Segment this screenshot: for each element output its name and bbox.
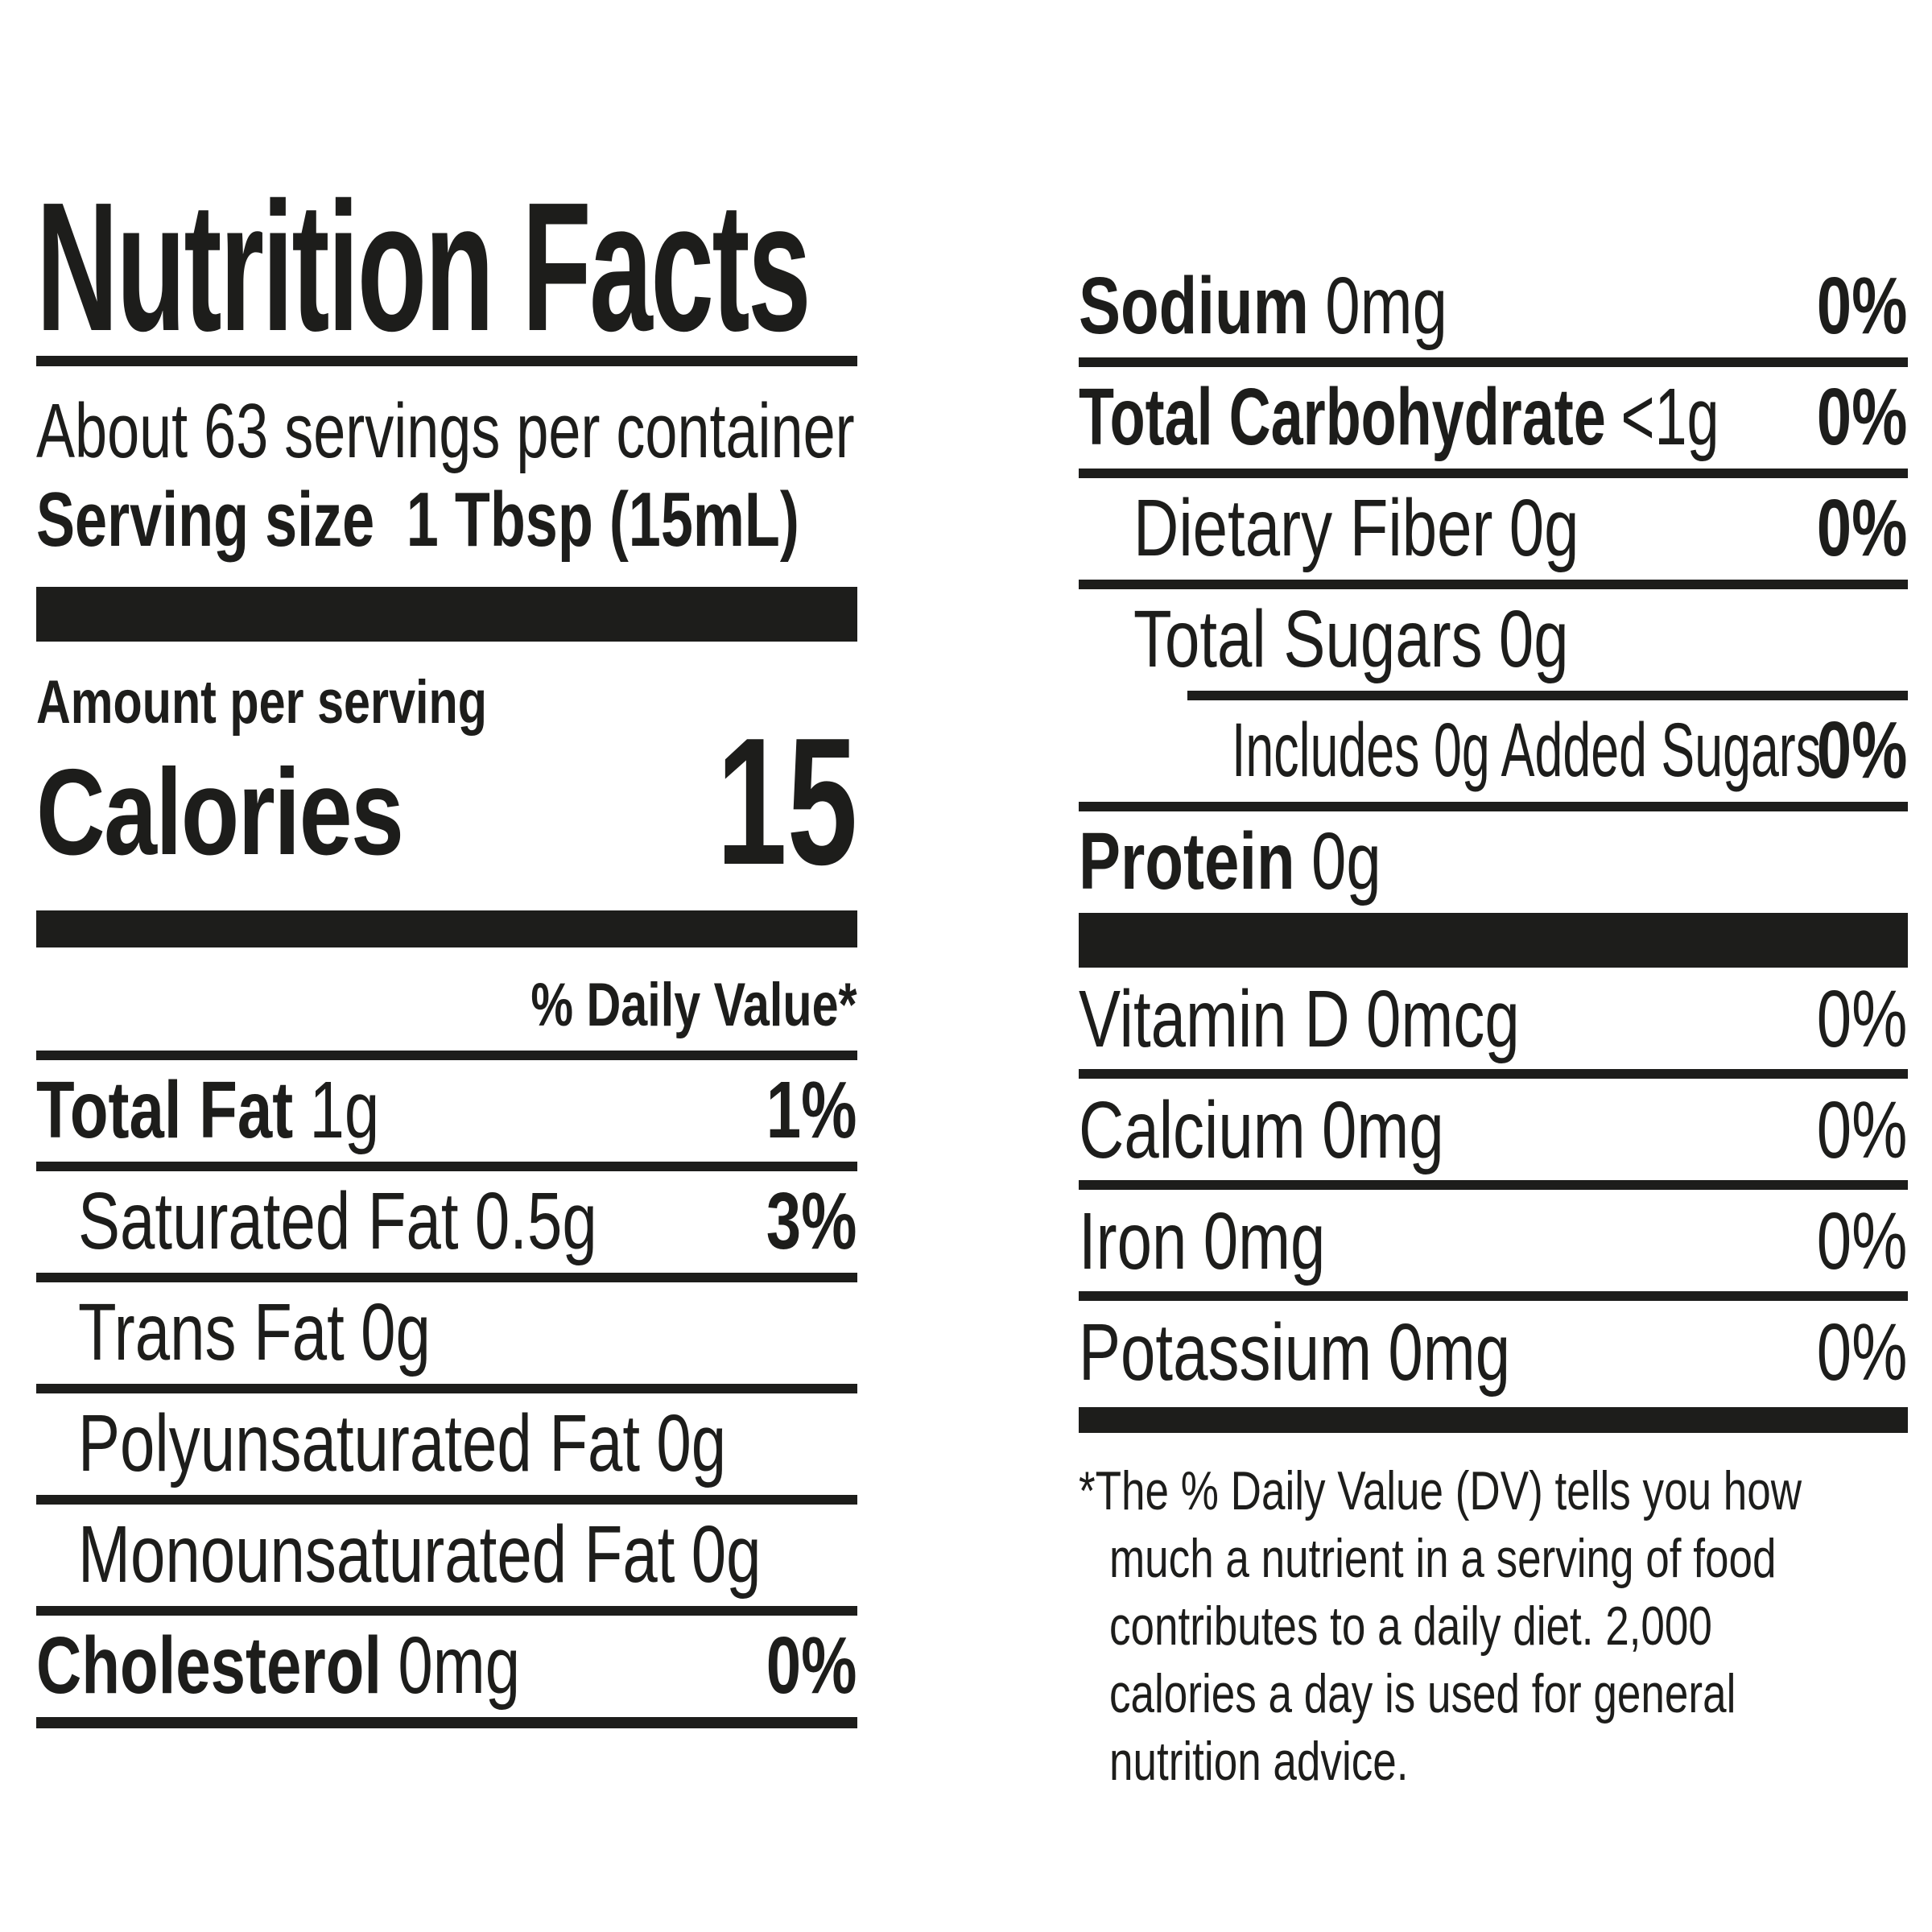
amount-per-serving: Amount per serving (36, 668, 487, 737)
daily-value-percent: 3% (766, 1176, 857, 1266)
daily-value-percent: 0% (766, 1620, 857, 1711)
daily-value-percent: 0% (1817, 261, 1908, 351)
daily-value-percent: 0% (1817, 1085, 1908, 1175)
footnote-line: *The % Daily Value (DV) tells you how (1079, 1460, 1802, 1521)
serving-size-value: 1 Tbsp (15mL) (406, 477, 799, 563)
divider (1079, 469, 1908, 478)
daily-value-percent: 0% (1817, 705, 1908, 795)
vitamin-row-iron: Iron 0mg 0% (1079, 1196, 1908, 1286)
left-column-bottom-rule (36, 1717, 857, 1728)
thick-separator-bar (1079, 913, 1908, 968)
daily-value-percent: 1% (766, 1065, 857, 1155)
label-title: Nutrition Facts (36, 165, 811, 369)
daily-value-percent: 0% (1817, 974, 1908, 1064)
nutrient-row-dietary-fiber: Dietary Fiber 0g 0% (1133, 483, 1908, 573)
daily-value-percent: 0% (1817, 483, 1908, 573)
label-right-column: Sodium 0mg 0% Total Carbohydrate <1g 0% Di… (1079, 256, 1908, 1795)
divider (1079, 357, 1908, 367)
divider (36, 1384, 857, 1393)
divider (1079, 580, 1908, 589)
daily-value-percent: 0% (1817, 1196, 1908, 1286)
label-left-column: Nutrition Facts About 63 servings per co… (36, 165, 857, 1728)
divider (36, 1606, 857, 1616)
nutrient-row-polyunsaturated-fat: Polyunsaturated Fat 0g (78, 1398, 727, 1488)
nutrient-row-cholesterol: Cholesterol 0mg 0% (36, 1620, 857, 1711)
thick-separator-bar (36, 587, 857, 642)
serving-size-label: Serving size (36, 477, 375, 563)
footnote-line: much a nutrient in a serving of food (1109, 1528, 1777, 1589)
serving-size-row: Serving size 1 Tbsp (15mL) (36, 473, 857, 568)
divider (36, 1162, 857, 1171)
nutrient-row-saturated-fat: Saturated Fat 0.5g 3% (78, 1176, 857, 1266)
calories-label: Calories (36, 744, 404, 881)
nutrient-row-total-sugars: Total Sugars 0g (1133, 594, 1569, 684)
divider (36, 1273, 857, 1282)
divider (1079, 1069, 1908, 1079)
nutrient-row-trans-fat: Trans Fat 0g (78, 1287, 431, 1377)
daily-value-header: % Daily Value* (530, 971, 857, 1039)
calories-row: Calories 15 (36, 711, 857, 892)
divider (1079, 1291, 1908, 1301)
vitamin-row-potassium: Potassium 0mg 0% (1079, 1307, 1908, 1397)
nutrient-row-total-carbohydrate: Total Carbohydrate <1g 0% (1079, 372, 1908, 462)
divider (36, 1495, 857, 1505)
nutrient-row-total-fat: Total Fat 1g 1% (36, 1065, 857, 1155)
nutrient-row-added-sugars: Includes 0g Added Sugars 0% (1232, 705, 1908, 795)
footnote-line: contributes to a daily diet. 2,000 (1109, 1596, 1712, 1657)
servings-per-container: About 63 servings per container (36, 388, 855, 474)
daily-value-percent: 0% (1817, 1307, 1908, 1397)
calories-value: 15 (716, 700, 857, 902)
divider (1079, 1180, 1908, 1190)
nutrient-row-monounsaturated-fat: Monounsaturated Fat 0g (78, 1509, 762, 1600)
title-divider (36, 356, 857, 366)
medium-separator-bar (36, 910, 857, 947)
vitamin-row-vitamin-d: Vitamin D 0mcg 0% (1079, 974, 1908, 1064)
divider (36, 1051, 857, 1060)
nutrient-row-sodium: Sodium 0mg 0% (1079, 261, 1908, 351)
daily-value-footnote: *The % Daily Value (DV) tells you how mu… (1079, 1457, 1908, 1795)
added-sugars-divider (1187, 691, 1908, 700)
footnote-line: calories a day is used for general (1109, 1663, 1736, 1724)
daily-value-percent: 0% (1817, 372, 1908, 462)
medium-separator-bar (1079, 1407, 1908, 1433)
divider (1079, 802, 1908, 811)
vitamin-row-calcium: Calcium 0mg 0% (1079, 1085, 1908, 1175)
footnote-line: nutrition advice. (1109, 1731, 1409, 1792)
nutrient-row-protein: Protein 0g (1079, 816, 1381, 906)
